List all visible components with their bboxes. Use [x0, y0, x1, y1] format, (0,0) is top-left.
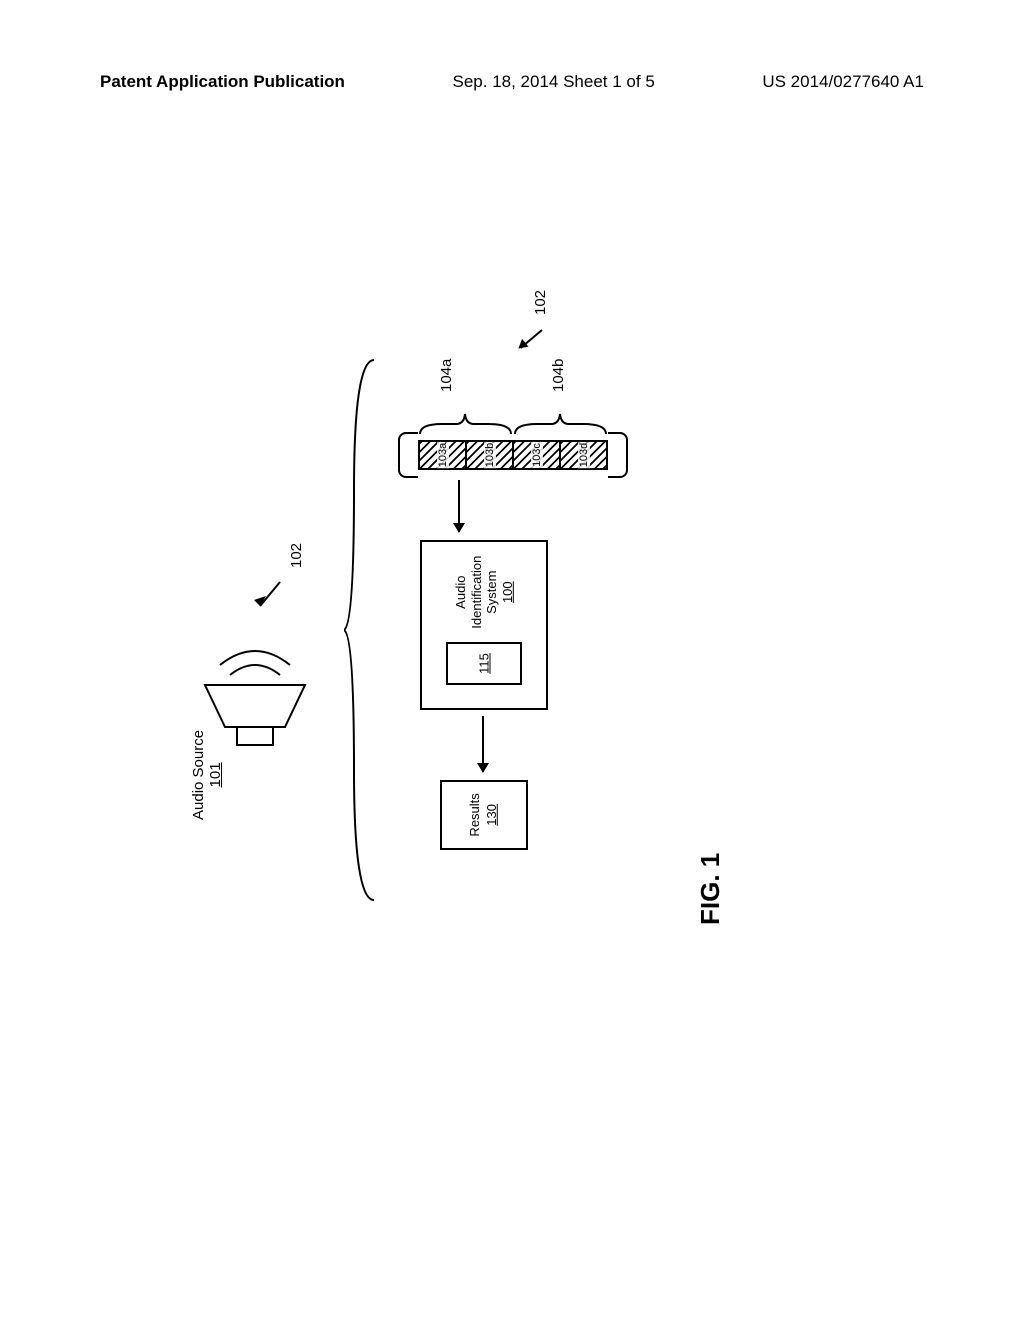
frame-segment: 103c — [514, 442, 561, 468]
frame-group-a-label: 104a — [438, 359, 455, 392]
frame-segment: 103b — [467, 442, 514, 468]
results-box: Results 130 — [440, 780, 528, 850]
system-ref: 100 — [500, 582, 515, 604]
signal-ref-left: 102 — [288, 543, 305, 568]
system-title-text: Audio Identification System — [453, 556, 499, 629]
results-text: Results — [467, 793, 482, 836]
timeline-break-right — [608, 432, 628, 478]
audio-source-text: Audio Source — [190, 730, 207, 820]
system-inner-box: 115 — [446, 642, 522, 685]
system-inner-ref: 115 — [477, 629, 492, 697]
signal-ref-right: 102 — [532, 290, 549, 315]
header-left: Patent Application Publication — [100, 72, 345, 92]
arrow-frames-to-system — [458, 480, 460, 532]
arrow-102-left — [252, 578, 292, 618]
audio-identification-system-box: Audio Identification System 100 115 — [420, 540, 548, 710]
arrow-system-to-results — [482, 716, 484, 772]
figure-1: Audio Source 101 102 102 104a 104b 103a … — [0, 180, 1024, 1080]
figure-label: FIG. 1 — [695, 853, 726, 925]
brace-104a-shape — [418, 410, 513, 438]
brace-104b-shape — [513, 410, 608, 438]
page-header: Patent Application Publication Sep. 18, … — [0, 72, 1024, 92]
segment-label: 103a — [437, 442, 449, 468]
audio-source-label: Audio Source 101 — [190, 730, 224, 820]
segment-label: 103c — [531, 442, 543, 468]
header-right: US 2014/0277640 A1 — [762, 72, 924, 92]
audio-frame-timeline: 103a 103b 103c 103d — [418, 440, 608, 470]
header-center: Sep. 18, 2014 Sheet 1 of 5 — [453, 72, 655, 92]
timeline-break-left — [398, 432, 418, 478]
results-label: Results 130 — [467, 793, 501, 836]
segment-label: 103d — [578, 442, 590, 468]
detail-brace — [344, 350, 384, 910]
frame-segment: 103d — [561, 442, 606, 468]
segment-label: 103b — [484, 442, 496, 468]
audio-source-ref: 101 — [207, 762, 224, 787]
arrow-102-right — [520, 329, 543, 349]
frame-group-b-label: 104b — [550, 359, 567, 392]
frame-segment: 103a — [420, 442, 467, 468]
results-ref: 130 — [484, 804, 499, 826]
